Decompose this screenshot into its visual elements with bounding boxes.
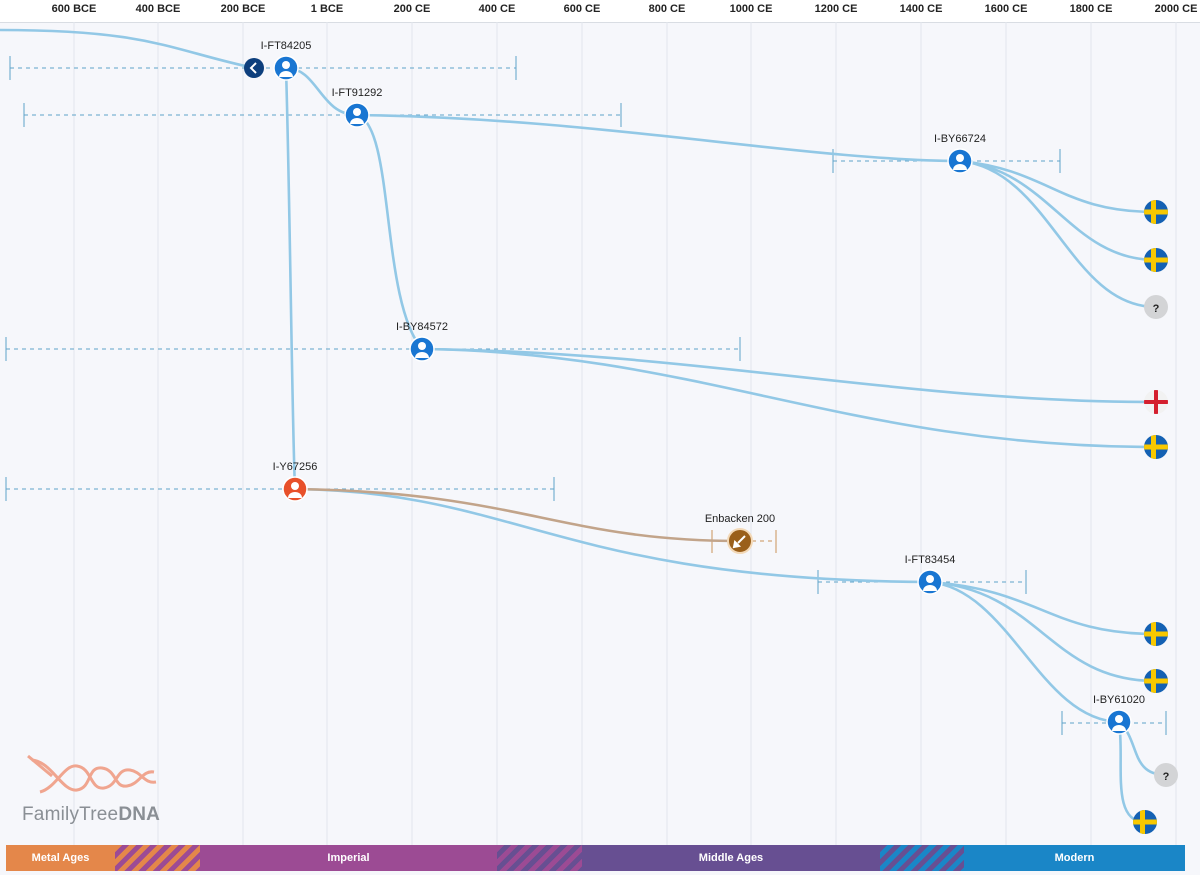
- timeline-axis: 600 BCE 400 BCE 200 BCE 1 BCE 200 CE 400 CE 60…: [0, 0, 1200, 23]
- leaf-sweden-flag[interactable]: [1144, 248, 1168, 272]
- branch-line: [929, 580, 1157, 636]
- unknown-origin-text: ?: [1163, 771, 1170, 783]
- person-body: [923, 585, 937, 591]
- branch-line: [421, 347, 1157, 404]
- person-head: [418, 342, 426, 350]
- unknown-origin-text: ?: [1153, 303, 1160, 315]
- person-body: [279, 71, 293, 77]
- branch-line: [356, 113, 423, 350]
- person-head: [1115, 715, 1123, 723]
- chevron-left-icon: [249, 62, 257, 74]
- unknown-origin-icon: [1154, 763, 1178, 787]
- branch-line: [294, 487, 931, 584]
- node-label: I-Y67256: [273, 461, 318, 473]
- branch-line: [929, 580, 1120, 724]
- node-label: I-BY61020: [1093, 694, 1145, 706]
- flag-cross-v: [1151, 200, 1156, 224]
- branch-line: [421, 347, 1157, 449]
- axis-tick-label: 600 CE: [563, 3, 601, 15]
- tree-canvas: I-FT84205 I-FT91292 I-BY66724 I-BY84572 I-Y6…: [0, 22, 1178, 845]
- person-body: [415, 352, 429, 358]
- branch-line: [284, 67, 297, 490]
- node-label: I-BY84572: [396, 321, 448, 333]
- branch-line: [959, 159, 1157, 214]
- person-body: [1112, 725, 1126, 731]
- branch-line: [959, 159, 1157, 309]
- flag-cross-v: [1154, 390, 1158, 414]
- node-by66724[interactable]: I-BY66724: [934, 133, 986, 174]
- flag-cross-v: [1140, 810, 1145, 834]
- unknown-origin-icon: [1144, 295, 1168, 319]
- axis-tick-label: 200 CE: [393, 3, 431, 15]
- era-metal-ages: Metal Ages: [6, 845, 115, 871]
- node-label: I-BY66724: [934, 133, 986, 145]
- person-head: [956, 154, 964, 162]
- node-ft83454[interactable]: I-FT83454: [905, 554, 956, 595]
- person-head: [353, 108, 361, 116]
- branch-line: [929, 580, 1157, 683]
- axis-tick-label: 1600 CE: [984, 3, 1028, 15]
- axis-tick-label: 400 BCE: [135, 3, 181, 15]
- node-y67256[interactable]: I-Y67256: [273, 461, 318, 502]
- leaf-unknown[interactable]: ?: [1144, 295, 1168, 319]
- axis-tick-label: 400 CE: [478, 3, 516, 15]
- familytreedna-logo: FamilyTreeDNA: [22, 752, 182, 832]
- node-ft84205[interactable]: I-FT84205: [261, 40, 312, 81]
- axis-tick-label: 600 BCE: [51, 3, 97, 15]
- person-head: [926, 575, 934, 583]
- leaf-sweden-flag[interactable]: [1144, 669, 1168, 693]
- branches: [0, 28, 1167, 824]
- era-transition: [497, 845, 582, 871]
- collapse-branch-button[interactable]: [244, 58, 264, 78]
- branch-line: [959, 159, 1157, 262]
- person-head: [282, 61, 290, 69]
- flag-cross-v: [1151, 248, 1156, 272]
- node-label: Enbacken 200: [705, 513, 775, 525]
- branch-line: [1117, 721, 1146, 824]
- person-body: [350, 118, 364, 124]
- node-label: I-FT84205: [261, 40, 312, 52]
- flag-cross-v: [1151, 669, 1156, 693]
- branch-line: [356, 113, 961, 163]
- axis-tick-label: 1 BCE: [310, 3, 344, 15]
- node-enbacken[interactable]: Enbacken 200: [705, 513, 775, 554]
- era-transition: [115, 845, 200, 871]
- gridlines: [73, 22, 1177, 845]
- flag-cross-v: [1151, 435, 1156, 459]
- era-modern: Modern: [964, 845, 1185, 871]
- axis-tick-label: 1200 CE: [814, 3, 858, 15]
- collapse-circle[interactable]: [244, 58, 264, 78]
- node-by61020[interactable]: I-BY61020: [1093, 694, 1145, 735]
- axis-tick-label: 1800 CE: [1069, 3, 1113, 15]
- era-transition: [880, 845, 964, 871]
- node-ft91292[interactable]: I-FT91292: [332, 87, 383, 128]
- logo-text-light: FamilyTree: [22, 804, 119, 825]
- axis-tick-label: 1400 CE: [899, 3, 943, 15]
- leaf-england-flag[interactable]: [1144, 390, 1168, 414]
- leaf-sweden-flag[interactable]: [1133, 810, 1157, 834]
- shovel-icon: [732, 535, 746, 549]
- person-body: [288, 492, 302, 498]
- ancient-branch-line: [294, 487, 741, 543]
- leaf-sweden-flag[interactable]: [1144, 435, 1168, 459]
- era-middle-ages: Middle Ages: [582, 845, 880, 871]
- leaf-sweden-flag[interactable]: [1144, 622, 1168, 646]
- person-head: [291, 482, 299, 490]
- axis-tick-label: 1000 CE: [729, 3, 773, 15]
- branch-line: [0, 28, 255, 70]
- node-label: I-FT91292: [332, 87, 383, 99]
- flag-cross-v: [1151, 622, 1156, 646]
- node-by84572[interactable]: I-BY84572: [396, 321, 448, 362]
- axis-tick-label: 200 BCE: [220, 3, 266, 15]
- node-label: I-FT83454: [905, 554, 956, 566]
- logo-text-bold: DNA: [118, 804, 161, 825]
- era-bar: Metal Ages Imperial Middle Ages Modern: [6, 845, 1185, 871]
- leaf-sweden-flag[interactable]: [1144, 200, 1168, 224]
- axis-tick-label: 800 CE: [648, 3, 686, 15]
- dna-helix-icon: [27, 754, 157, 794]
- person-body: [953, 164, 967, 170]
- leaf-unknown[interactable]: ?: [1154, 763, 1178, 787]
- era-imperial: Imperial: [200, 845, 497, 871]
- axis-tick-label: 2000 CE: [1154, 3, 1198, 15]
